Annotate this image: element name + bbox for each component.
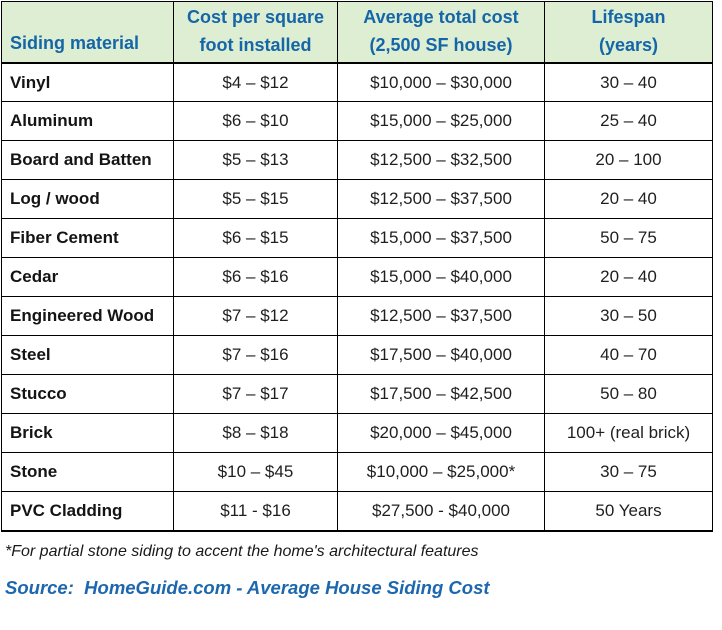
table-row-stucco: Stucco $7 – $17 $17,500 – $42,500 50 – 8… (1, 374, 713, 415)
lifespan-cell: 50 Years (544, 491, 713, 532)
material-cell: Log / wood (1, 179, 174, 220)
table-body: Vinyl $4 – $12 $10,000 – $30,000 30 – 40… (1, 62, 713, 532)
lifespan-cell: 30 – 40 (544, 62, 713, 103)
lifespan-cell: 20 – 40 (544, 257, 713, 298)
table-row-brick: Brick $8 – $18 $20,000 – $45,000 100+ (r… (1, 413, 713, 454)
column-header-siding-material: Siding material (1, 0, 174, 64)
lifespan-cell: 30 – 75 (544, 452, 713, 493)
header-row: Siding material Cost per square foot ins… (1, 0, 713, 64)
material-cell: Cedar (1, 257, 174, 298)
cost-per-sqft-cell: $5 – $13 (173, 140, 338, 181)
source-attribution: Source: HomeGuide.com - Average House Si… (5, 576, 490, 598)
cost-per-sqft-cell: $6 – $15 (173, 218, 338, 259)
table-row-vinyl: Vinyl $4 – $12 $10,000 – $30,000 30 – 40 (1, 62, 713, 103)
table-row-log-wood: Log / wood $5 – $15 $12,500 – $37,500 20… (1, 179, 713, 220)
material-cell: Steel (1, 335, 174, 376)
siding-cost-table: Siding material Cost per square foot ins… (1, 0, 713, 532)
material-cell: Aluminum (1, 101, 174, 142)
avg-total-cost-cell: $15,000 – $37,500 (337, 218, 545, 259)
lifespan-cell: 30 – 50 (544, 296, 713, 337)
material-cell: Brick (1, 413, 174, 454)
cost-per-sqft-cell: $7 – $16 (173, 335, 338, 376)
avg-total-cost-cell: $15,000 – $40,000 (337, 257, 545, 298)
material-cell: Engineered Wood (1, 296, 174, 337)
avg-total-cost-cell: $15,000 – $25,000 (337, 101, 545, 142)
cost-per-sqft-cell: $6 – $16 (173, 257, 338, 298)
table-row-board-and-batten: Board and Batten $5 – $13 $12,500 – $32,… (1, 140, 713, 181)
column-header-cost-per-sqft: Cost per square foot installed (173, 0, 338, 64)
column-header-average-total-cost: Average total cost (2,500 SF house) (337, 0, 545, 64)
table-row-aluminum: Aluminum $6 – $10 $15,000 – $25,000 25 –… (1, 101, 713, 142)
avg-total-cost-cell: $12,500 – $37,500 (337, 296, 545, 337)
avg-total-cost-cell: $27,500 - $40,000 (337, 491, 545, 532)
table-row-engineered-wood: Engineered Wood $7 – $12 $12,500 – $37,5… (1, 296, 713, 337)
lifespan-cell: 25 – 40 (544, 101, 713, 142)
column-header-lifespan: Lifespan (years) (544, 0, 713, 64)
avg-total-cost-cell: $10,000 – $25,000* (337, 452, 545, 493)
cost-per-sqft-cell: $7 – $12 (173, 296, 338, 337)
table-row-steel: Steel $7 – $16 $17,500 – $40,000 40 – 70 (1, 335, 713, 376)
cost-per-sqft-cell: $11 - $16 (173, 491, 338, 532)
cost-per-sqft-cell: $7 – $17 (173, 374, 338, 415)
table-row-stone: Stone $10 – $45 $10,000 – $25,000* 30 – … (1, 452, 713, 493)
stone-footnote: *For partial stone siding to accent the … (5, 542, 479, 560)
cost-per-sqft-cell: $6 – $10 (173, 101, 338, 142)
avg-total-cost-cell: $17,500 – $40,000 (337, 335, 545, 376)
lifespan-cell: 100+ (real brick) (544, 413, 713, 454)
lifespan-cell: 40 – 70 (544, 335, 713, 376)
material-cell: Board and Batten (1, 140, 174, 181)
cost-per-sqft-cell: $4 – $12 (173, 62, 338, 103)
cost-per-sqft-cell: $10 – $45 (173, 452, 338, 493)
table-row-cedar: Cedar $6 – $16 $15,000 – $40,000 20 – 40 (1, 257, 713, 298)
lifespan-cell: 20 – 40 (544, 179, 713, 220)
avg-total-cost-cell: $12,500 – $32,500 (337, 140, 545, 181)
lifespan-cell: 20 – 100 (544, 140, 713, 181)
avg-total-cost-cell: $10,000 – $30,000 (337, 62, 545, 103)
material-cell: Stone (1, 452, 174, 493)
avg-total-cost-cell: $20,000 – $45,000 (337, 413, 545, 454)
lifespan-cell: 50 – 80 (544, 374, 713, 415)
material-cell: Vinyl (1, 62, 174, 103)
avg-total-cost-cell: $12,500 – $37,500 (337, 179, 545, 220)
material-cell: Fiber Cement (1, 218, 174, 259)
table-row-pvc-cladding: PVC Cladding $11 - $16 $27,500 - $40,000… (1, 491, 713, 532)
table-header: Siding material Cost per square foot ins… (1, 0, 713, 64)
avg-total-cost-cell: $17,500 – $42,500 (337, 374, 545, 415)
material-cell: Stucco (1, 374, 174, 415)
material-cell: PVC Cladding (1, 491, 174, 532)
lifespan-cell: 50 – 75 (544, 218, 713, 259)
cost-per-sqft-cell: $8 – $18 (173, 413, 338, 454)
table-row-fiber-cement: Fiber Cement $6 – $15 $15,000 – $37,500 … (1, 218, 713, 259)
cost-per-sqft-cell: $5 – $15 (173, 179, 338, 220)
